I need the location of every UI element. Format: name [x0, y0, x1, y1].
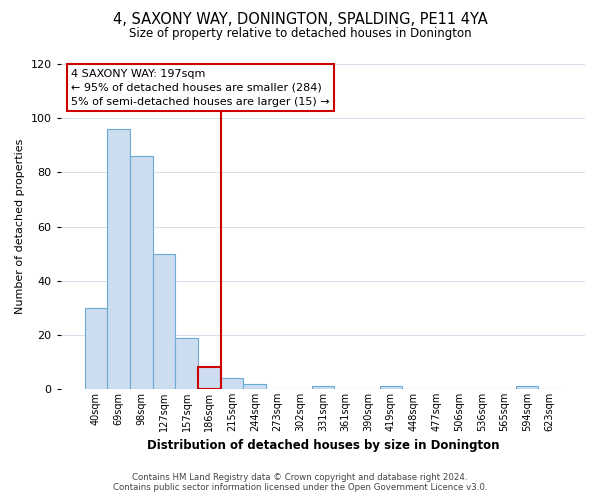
Bar: [130, 156, 152, 389]
Bar: [175, 338, 198, 389]
Bar: [311, 386, 334, 389]
Text: Size of property relative to detached houses in Donington: Size of property relative to detached ho…: [128, 28, 472, 40]
X-axis label: Distribution of detached houses by size in Donington: Distribution of detached houses by size …: [146, 440, 499, 452]
Y-axis label: Number of detached properties: Number of detached properties: [15, 139, 25, 314]
Bar: [516, 386, 538, 389]
Bar: [85, 308, 107, 389]
Bar: [198, 368, 221, 389]
Bar: [107, 129, 130, 389]
Bar: [244, 384, 266, 389]
Bar: [380, 386, 402, 389]
Text: Contains HM Land Registry data © Crown copyright and database right 2024.
Contai: Contains HM Land Registry data © Crown c…: [113, 473, 487, 492]
Bar: [221, 378, 244, 389]
Text: 4 SAXONY WAY: 197sqm
← 95% of detached houses are smaller (284)
5% of semi-detac: 4 SAXONY WAY: 197sqm ← 95% of detached h…: [71, 69, 330, 107]
Bar: [152, 254, 175, 389]
Text: 4, SAXONY WAY, DONINGTON, SPALDING, PE11 4YA: 4, SAXONY WAY, DONINGTON, SPALDING, PE11…: [113, 12, 487, 28]
